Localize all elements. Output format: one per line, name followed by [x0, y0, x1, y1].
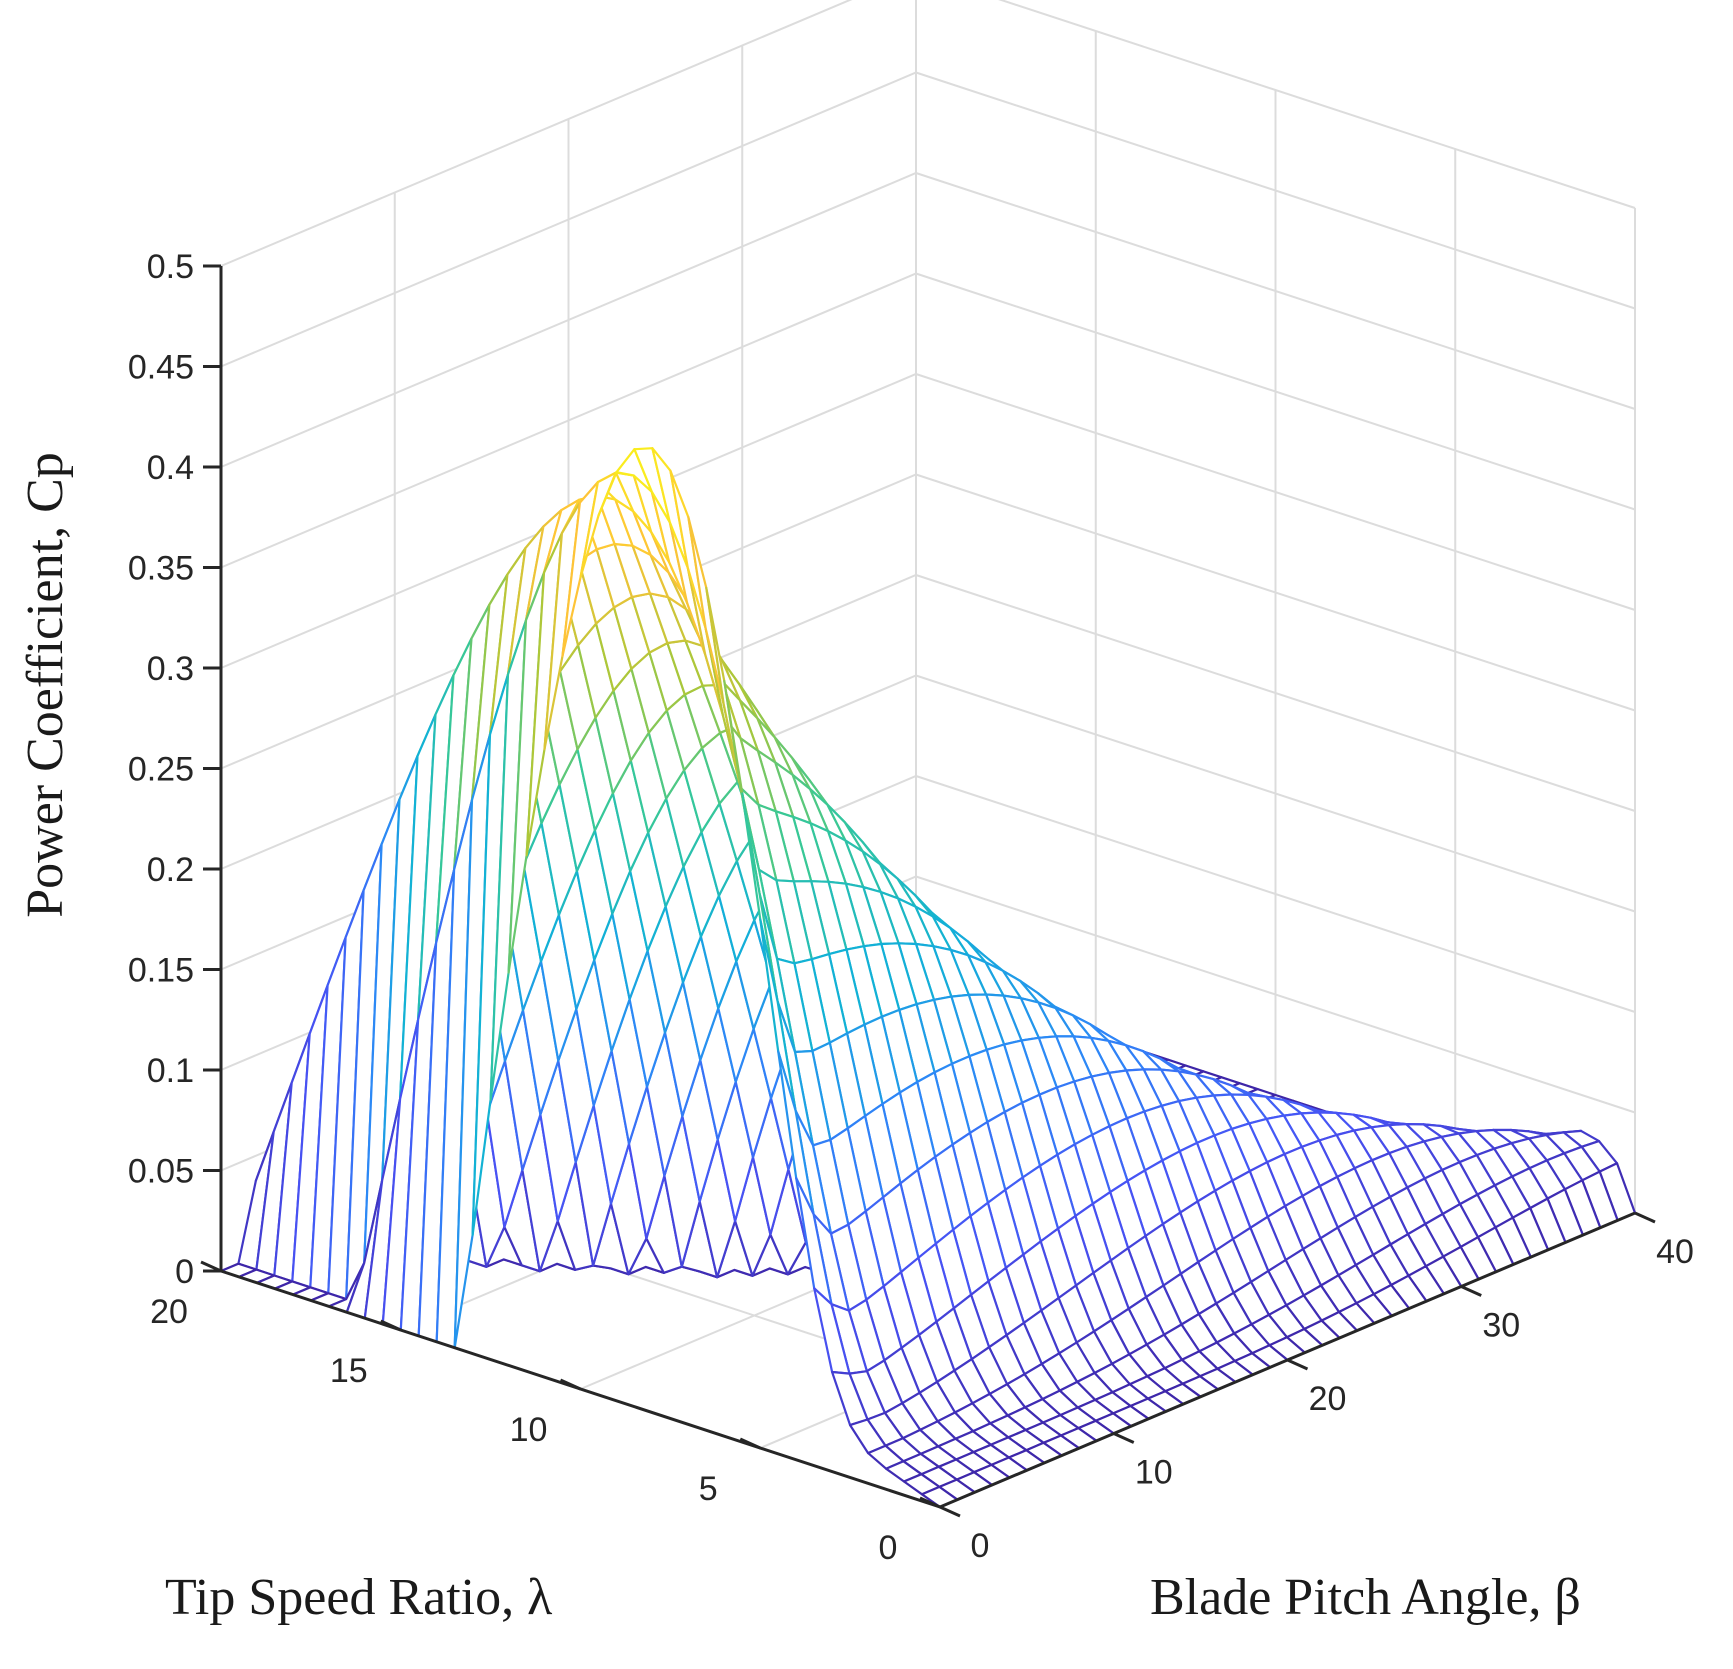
x-tick-mark — [380, 1319, 402, 1332]
x-tick-label: 5 — [699, 1470, 718, 1508]
y-tick-label: 30 — [1482, 1307, 1520, 1345]
z-tick-label: 0.35 — [128, 550, 194, 588]
z-tick-label: 0.05 — [128, 1153, 194, 1191]
z-tick-label: 0.3 — [147, 650, 194, 688]
z-tick-label: 0 — [175, 1253, 194, 1291]
x-tick-label: 15 — [330, 1352, 368, 1390]
x-tick-label: 0 — [879, 1529, 898, 1567]
x-tick-mark — [919, 1496, 941, 1509]
y-tick-mark — [1113, 1432, 1135, 1444]
y-tick-mark — [1460, 1285, 1482, 1297]
grid-line-z — [220, 171, 1636, 468]
y-tick-label: 0 — [971, 1527, 990, 1565]
x-axis-label: Tip Speed Ratio, λ — [165, 1569, 552, 1626]
x-tick-labels: 0 5 10 15 20 — [150, 1260, 941, 1567]
surface-mesh — [219, 447, 1637, 1509]
z-tick-label: 0.4 — [147, 449, 194, 487]
y-tick-mark — [939, 1505, 961, 1518]
y-tick-label: 10 — [1135, 1454, 1173, 1492]
grid-line-z — [220, 272, 1636, 569]
y-tick-mark — [1286, 1358, 1309, 1371]
z-tick-label: 0.45 — [128, 349, 194, 387]
x-tick-label: 20 — [150, 1293, 188, 1331]
z-tick-label: 0.25 — [128, 751, 194, 789]
grid-line-z — [220, 372, 1636, 669]
x-tick-label: 10 — [510, 1411, 548, 1449]
y-tick-mark — [1634, 1211, 1656, 1224]
z-tick-labels: 0 0.05 0.1 0.15 0.2 0.25 0.3 0.35 0.4 0.45 0.5 — [128, 248, 221, 1291]
x-tick-mark — [739, 1437, 761, 1450]
z-tick-label: 0.2 — [147, 851, 194, 889]
z-axis-label: Power Coefficient, Cp — [17, 452, 74, 918]
z-tick-label: 0.15 — [128, 952, 194, 990]
z-tick-label: 0.1 — [147, 1052, 194, 1090]
x-tick-mark — [200, 1260, 222, 1273]
grid-line-z — [220, 0, 1636, 267]
x-tick-mark — [559, 1378, 582, 1391]
y-tick-label: 20 — [1309, 1380, 1347, 1418]
y-tick-label: 40 — [1656, 1233, 1694, 1271]
y-tick-labels: 0 10 20 30 40 — [939, 1211, 1694, 1565]
grid-line-z — [220, 71, 1636, 368]
z-tick-label: 0.5 — [147, 248, 194, 286]
y-axis-label: Blade Pitch Angle, β — [1150, 1569, 1581, 1626]
